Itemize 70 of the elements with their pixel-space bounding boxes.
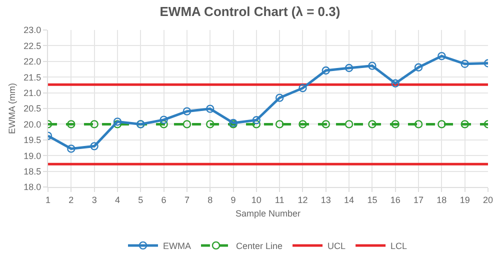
point bbox=[113, 120, 122, 128]
point bbox=[182, 107, 192, 116]
y-tick-label: 23.0 bbox=[24, 25, 42, 36]
legend-label: LCL bbox=[390, 240, 408, 251]
y-tick-label: 22.0 bbox=[24, 56, 42, 67]
point bbox=[391, 120, 400, 128]
y-tick-label: 20.5 bbox=[24, 104, 42, 114]
point bbox=[67, 120, 76, 128]
x-tick-label: 5 bbox=[138, 194, 144, 205]
point bbox=[322, 120, 330, 128]
x-tick-label: 7 bbox=[184, 194, 190, 205]
point bbox=[344, 64, 354, 72]
point bbox=[160, 120, 168, 128]
x-tick-label: 3 bbox=[92, 194, 97, 205]
x-tick-label: 10 bbox=[251, 194, 262, 205]
point bbox=[182, 120, 192, 128]
x-tick-label: 17 bbox=[414, 194, 424, 205]
y-tick-label: 19.5 bbox=[24, 135, 42, 146]
x-tick-label: 12 bbox=[298, 194, 308, 205]
x-tick-label: 11 bbox=[274, 194, 284, 205]
legend-label: EWMA bbox=[163, 240, 191, 251]
point bbox=[252, 116, 261, 124]
point bbox=[368, 62, 376, 70]
point bbox=[438, 120, 446, 128]
x-tick-label: 18 bbox=[436, 194, 447, 205]
x-tick-label: 4 bbox=[114, 194, 120, 205]
legend-label: Center Line bbox=[236, 240, 283, 251]
x-tick-label: 15 bbox=[367, 194, 378, 205]
x-tick-label: 6 bbox=[161, 194, 166, 205]
point bbox=[414, 63, 423, 72]
x-tick-label: 1 bbox=[45, 194, 51, 205]
y-axis-title: EWMA (mm) bbox=[7, 83, 18, 134]
x-axis-title: Sample Number bbox=[235, 208, 301, 219]
y-tick-label: 21.0 bbox=[24, 88, 42, 98]
point bbox=[67, 144, 76, 153]
point bbox=[298, 84, 307, 92]
y-tick-label: 18.0 bbox=[24, 182, 42, 192]
point bbox=[160, 116, 168, 124]
y-tick-label: 18.5 bbox=[24, 166, 42, 176]
point bbox=[344, 120, 354, 128]
y-tick-label: 21.5 bbox=[24, 72, 42, 82]
point bbox=[206, 120, 214, 128]
x-tick-label: 19 bbox=[460, 194, 470, 205]
point bbox=[460, 60, 469, 68]
x-tick-label: 14 bbox=[344, 194, 354, 205]
x-tick-label: 2 bbox=[68, 194, 74, 205]
point bbox=[414, 120, 423, 128]
point bbox=[90, 120, 98, 128]
y-tick-label: 20.0 bbox=[24, 119, 42, 130]
y-tick-label: 19.0 bbox=[24, 150, 42, 161]
legend-label: UCL bbox=[328, 240, 346, 251]
point bbox=[252, 120, 261, 128]
point bbox=[275, 120, 284, 128]
x-tick-label: 20 bbox=[482, 194, 494, 205]
x-tick-label: 16 bbox=[390, 194, 400, 205]
x-tick-label: 8 bbox=[208, 194, 213, 205]
x-tick-label: 9 bbox=[230, 194, 236, 205]
point bbox=[368, 120, 376, 128]
point bbox=[206, 104, 214, 113]
y-tick-label: 22.5 bbox=[24, 40, 42, 51]
chart-title: EWMA Control Chart (λ = 0.3) bbox=[160, 4, 340, 19]
point bbox=[113, 118, 122, 126]
point bbox=[90, 142, 98, 150]
point bbox=[322, 66, 330, 75]
point bbox=[438, 52, 446, 60]
point bbox=[460, 120, 469, 128]
point bbox=[391, 79, 400, 88]
x-tick-label: 13 bbox=[320, 194, 331, 205]
point bbox=[298, 120, 307, 128]
point bbox=[275, 94, 284, 102]
